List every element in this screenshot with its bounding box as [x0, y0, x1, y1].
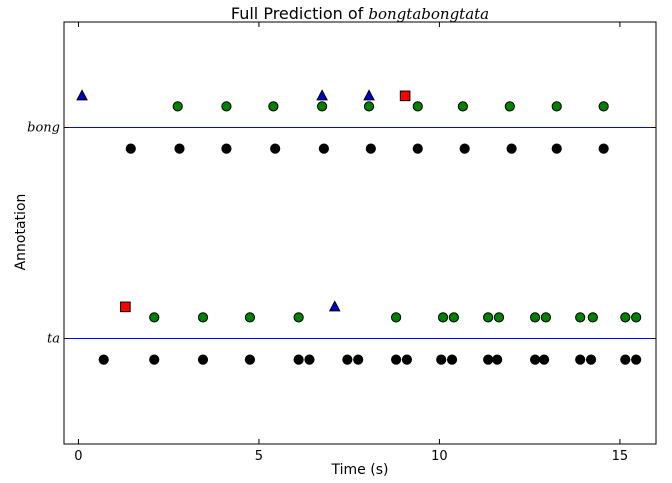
data-point-circle [551, 101, 562, 112]
data-point-circle [125, 143, 136, 154]
data-point-circle [598, 101, 609, 112]
x-tick-label: 15 [612, 449, 629, 464]
data-point-circle [575, 312, 586, 323]
data-point-circle [529, 312, 541, 323]
x-tick-label: 5 [255, 449, 263, 464]
data-point-circle [197, 354, 209, 365]
chart-title-word: bongtabongtata [368, 5, 489, 23]
chart-title: Full Prediction of bongtabongtata [231, 4, 489, 23]
data-point-circle [631, 354, 642, 365]
data-point-circle [459, 143, 470, 154]
data-point-square [120, 301, 131, 313]
data-point-circle [244, 312, 256, 323]
reference-lines [64, 127, 656, 339]
data-point-circle [98, 354, 109, 365]
data-point-circle [483, 312, 494, 323]
data-point-circle [437, 312, 449, 323]
data-point-circle [538, 354, 550, 365]
y-axis-label: Annotation [13, 194, 29, 271]
axis-ticks: 0 5 10 15 ta bong [27, 22, 656, 464]
data-point-circle [268, 101, 279, 112]
data-point-circle [620, 354, 631, 365]
data-point-circle [318, 143, 330, 154]
data-point-circle [575, 354, 586, 365]
data-point-circle [149, 312, 160, 323]
data-point-circle [587, 312, 598, 323]
data-point-square [399, 90, 411, 102]
data-point-circle [436, 354, 447, 365]
data-point-circle [353, 354, 364, 365]
data-point-circle [401, 354, 413, 365]
data-point-circle [293, 354, 304, 365]
data-point-circle [446, 354, 458, 365]
data-point-circle [270, 143, 281, 154]
data-point-circle [390, 354, 402, 365]
data-point-circle [504, 101, 515, 112]
data-point-circle [244, 354, 256, 365]
data-point-circle [197, 312, 209, 323]
data-points [76, 89, 642, 365]
data-point-circle [483, 354, 494, 365]
x-tick-label: 10 [431, 449, 448, 464]
plot-frame [63, 21, 657, 445]
data-point-circle [221, 143, 232, 154]
data-point-circle [172, 101, 183, 112]
data-point-circle [363, 101, 375, 112]
data-point-circle [551, 143, 562, 154]
data-point-circle [412, 143, 423, 154]
data-point-circle [492, 354, 503, 365]
x-axis-label: Time (s) [331, 462, 389, 478]
data-point-circle [585, 354, 597, 365]
y-tick-label-ta: ta [47, 332, 60, 347]
data-point-circle [293, 312, 304, 323]
data-point-triangle [76, 89, 88, 101]
data-point-circle [540, 312, 552, 323]
data-point-circle [174, 143, 185, 154]
data-point-circle [620, 312, 631, 323]
data-point-circle [316, 101, 328, 112]
data-point-circle [390, 312, 402, 323]
data-point-circle [304, 354, 315, 365]
data-point-circle [149, 354, 160, 365]
data-point-circle [221, 101, 232, 112]
data-point-circle [342, 354, 353, 365]
data-point-circle [506, 143, 517, 154]
data-point-circle [448, 312, 459, 323]
plot-area [63, 21, 657, 445]
y-tick-label-bong: bong [27, 121, 60, 136]
data-point-circle [598, 143, 609, 154]
data-point-triangle [328, 300, 341, 312]
data-point-triangle [316, 89, 328, 101]
data-point-circle [529, 354, 541, 365]
data-point-circle [493, 312, 505, 323]
data-point-circle [412, 101, 423, 112]
data-point-circle [365, 143, 376, 154]
x-tick-label: 0 [74, 449, 82, 464]
data-point-circle [457, 101, 468, 112]
data-point-triangle [363, 89, 375, 101]
data-point-circle [631, 312, 642, 323]
chart-title-prefix: Full Prediction of [231, 4, 369, 23]
